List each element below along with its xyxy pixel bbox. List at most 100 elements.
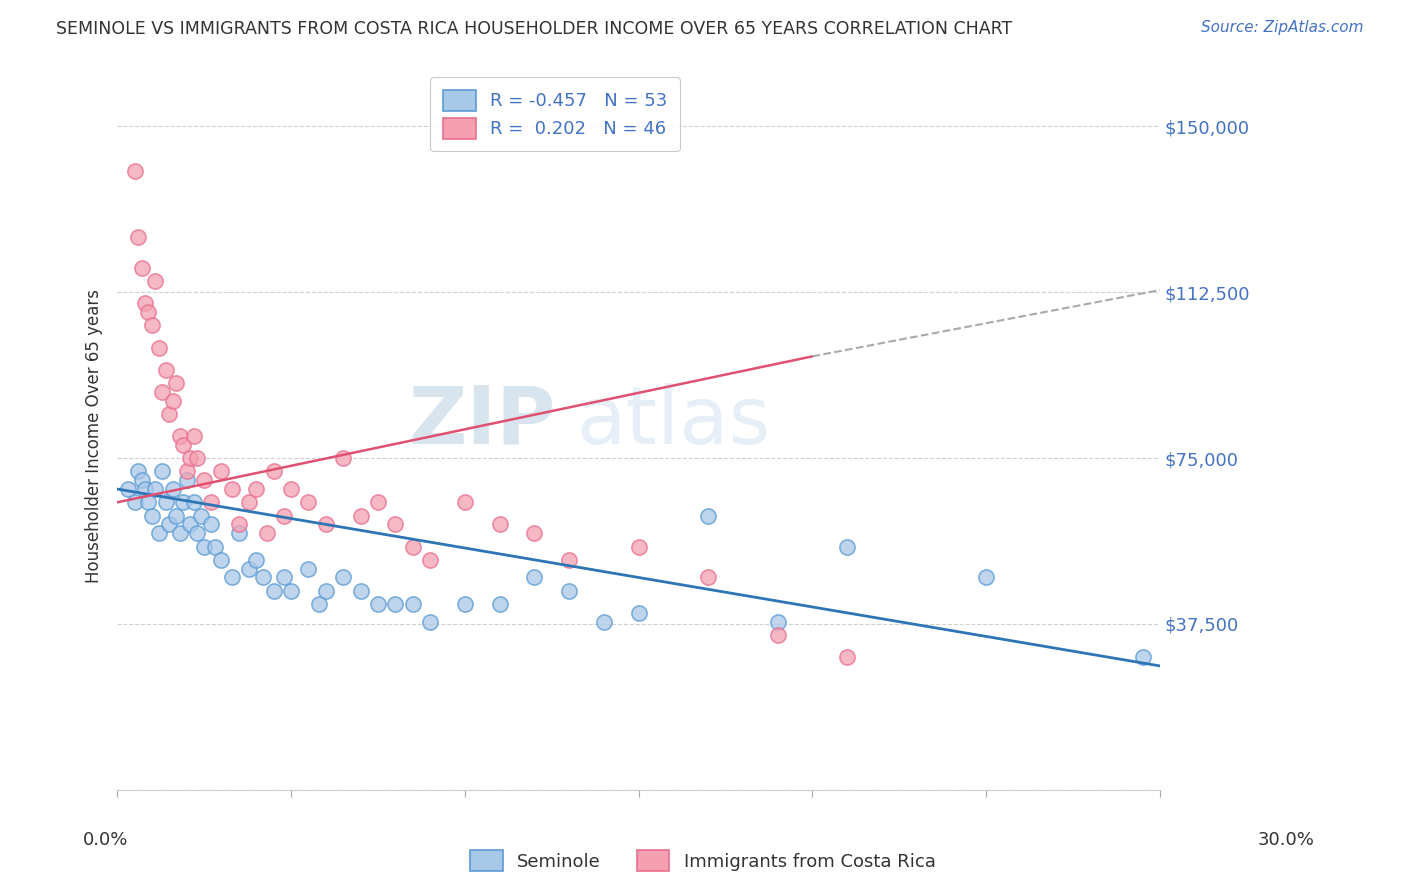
Point bbox=[454, 495, 477, 509]
Point bbox=[138, 495, 160, 509]
Point bbox=[558, 583, 581, 598]
Point bbox=[766, 615, 789, 629]
Text: Source: ZipAtlas.com: Source: ZipAtlas.com bbox=[1201, 20, 1364, 35]
Legend: R = -0.457   N = 53, R =  0.202   N = 46: R = -0.457 N = 53, R = 0.202 N = 46 bbox=[430, 77, 681, 152]
Point bbox=[238, 561, 260, 575]
Point bbox=[179, 517, 201, 532]
Point bbox=[273, 570, 295, 584]
Point bbox=[221, 482, 243, 496]
Point bbox=[141, 508, 163, 523]
Point bbox=[193, 540, 215, 554]
Point bbox=[280, 583, 302, 598]
Point bbox=[124, 163, 146, 178]
Point bbox=[245, 482, 267, 496]
Point bbox=[523, 526, 546, 541]
Point bbox=[221, 570, 243, 584]
Point bbox=[402, 540, 425, 554]
Point bbox=[190, 508, 212, 523]
Point bbox=[131, 260, 153, 275]
Point bbox=[297, 495, 319, 509]
Point bbox=[315, 583, 337, 598]
Text: SEMINOLE VS IMMIGRANTS FROM COSTA RICA HOUSEHOLDER INCOME OVER 65 YEARS CORRELAT: SEMINOLE VS IMMIGRANTS FROM COSTA RICA H… bbox=[56, 20, 1012, 37]
Point bbox=[127, 464, 149, 478]
Point bbox=[228, 517, 250, 532]
Point bbox=[837, 540, 859, 554]
Point bbox=[138, 305, 160, 319]
Point bbox=[162, 482, 184, 496]
Point bbox=[523, 570, 546, 584]
Point bbox=[200, 517, 222, 532]
Point bbox=[263, 583, 285, 598]
Point bbox=[179, 451, 201, 466]
Point bbox=[766, 628, 789, 642]
Point bbox=[273, 508, 295, 523]
Point bbox=[697, 570, 720, 584]
Point bbox=[148, 341, 170, 355]
Point bbox=[134, 482, 156, 496]
Point bbox=[127, 230, 149, 244]
Point bbox=[228, 526, 250, 541]
Point bbox=[176, 464, 198, 478]
Point bbox=[148, 526, 170, 541]
Point bbox=[155, 362, 177, 376]
Point bbox=[419, 615, 441, 629]
Point bbox=[488, 517, 510, 532]
Point bbox=[280, 482, 302, 496]
Point bbox=[349, 508, 371, 523]
Point bbox=[332, 570, 354, 584]
Point bbox=[627, 540, 650, 554]
Point bbox=[419, 553, 441, 567]
Point bbox=[974, 570, 997, 584]
Text: atlas: atlas bbox=[576, 383, 770, 461]
Point bbox=[308, 597, 330, 611]
Point bbox=[315, 517, 337, 532]
Point bbox=[157, 407, 180, 421]
Point bbox=[238, 495, 260, 509]
Point bbox=[176, 473, 198, 487]
Point bbox=[150, 384, 173, 399]
Point bbox=[211, 553, 233, 567]
Point bbox=[169, 526, 191, 541]
Text: 30.0%: 30.0% bbox=[1258, 831, 1315, 849]
Point bbox=[627, 606, 650, 620]
Point bbox=[162, 393, 184, 408]
Point bbox=[454, 597, 477, 611]
Point bbox=[193, 473, 215, 487]
Point bbox=[402, 597, 425, 611]
Point bbox=[186, 451, 208, 466]
Point bbox=[131, 473, 153, 487]
Text: 0.0%: 0.0% bbox=[83, 831, 128, 849]
Y-axis label: Householder Income Over 65 years: Householder Income Over 65 years bbox=[86, 289, 103, 583]
Point bbox=[186, 526, 208, 541]
Point bbox=[157, 517, 180, 532]
Point bbox=[172, 438, 194, 452]
Point bbox=[367, 597, 389, 611]
Point bbox=[697, 508, 720, 523]
Point bbox=[145, 274, 167, 288]
Point bbox=[297, 561, 319, 575]
Point bbox=[165, 508, 187, 523]
Point bbox=[117, 482, 139, 496]
Point bbox=[367, 495, 389, 509]
Point bbox=[165, 376, 187, 390]
Point bbox=[252, 570, 274, 584]
Point bbox=[332, 451, 354, 466]
Point bbox=[1132, 650, 1154, 665]
Point bbox=[169, 429, 191, 443]
Point bbox=[124, 495, 146, 509]
Point bbox=[256, 526, 278, 541]
Point bbox=[592, 615, 614, 629]
Point bbox=[141, 318, 163, 333]
Point bbox=[384, 597, 406, 611]
Point bbox=[200, 495, 222, 509]
Point bbox=[263, 464, 285, 478]
Point bbox=[558, 553, 581, 567]
Legend: Seminole, Immigrants from Costa Rica: Seminole, Immigrants from Costa Rica bbox=[463, 843, 943, 879]
Point bbox=[384, 517, 406, 532]
Point bbox=[183, 429, 205, 443]
Point bbox=[150, 464, 173, 478]
Point bbox=[488, 597, 510, 611]
Point bbox=[837, 650, 859, 665]
Text: ZIP: ZIP bbox=[408, 383, 555, 461]
Point bbox=[204, 540, 226, 554]
